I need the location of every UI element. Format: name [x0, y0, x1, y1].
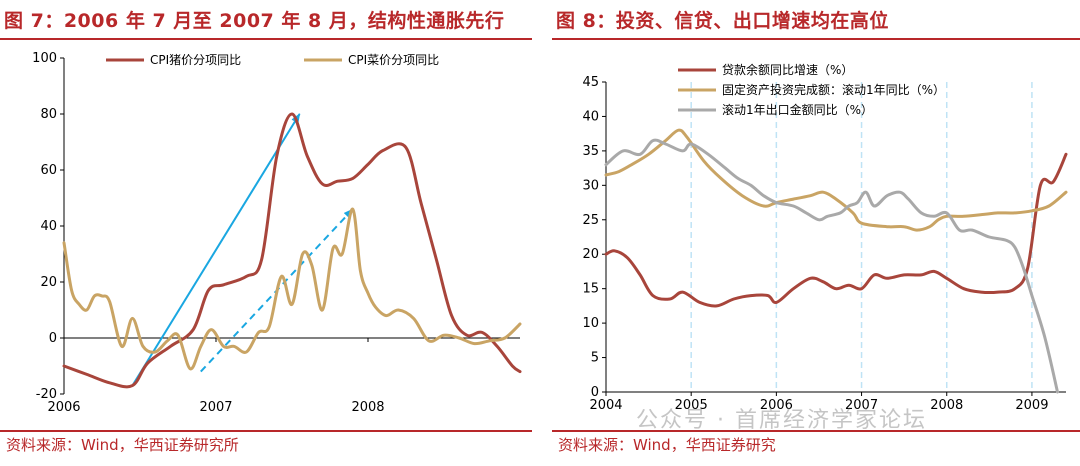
- x-tick-label: 2007: [199, 400, 232, 415]
- figure-8-top-rule: [552, 38, 1080, 40]
- y-tick-label: 10: [582, 316, 599, 331]
- legend-label: CPI菜价分项同比: [348, 53, 439, 67]
- y-tick-label: 40: [582, 109, 599, 124]
- figure-8-title: 图 8：投资、信贷、出口增速均在高位: [556, 10, 889, 32]
- series-line-2: [62, 207, 522, 371]
- y-tick-label: 45: [582, 75, 599, 90]
- figure-7-title: 图 7：2006 年 7 月至 2007 年 8 月，结构性通胀先行: [4, 10, 505, 32]
- y-tick-label: 40: [40, 219, 57, 234]
- x-tick-label: 2006: [47, 400, 80, 415]
- x-tick-label: 2008: [930, 398, 963, 413]
- series-line-3: [604, 138, 1059, 394]
- legend-label: 滚动1年出口金额同比（%）: [722, 102, 873, 117]
- y-tick-label: 0: [591, 385, 599, 400]
- watermark-text: 公众号 · 首席经济学家论坛: [636, 408, 927, 433]
- y-tick-label: -20: [36, 387, 57, 402]
- series-line-1: [62, 112, 522, 389]
- figure-8-chart: 0 5 10 15 20 25 30 35 40 45 2004 2005 2006 2007 2008 20…: [582, 62, 1068, 413]
- figure-7-bottom-rule: [0, 430, 532, 432]
- figure-7-top-rule: [0, 38, 532, 40]
- figure-8-bottom-rule: [552, 430, 1080, 432]
- legend-label: 固定资产投资完成额：滚动1年同比（%）: [722, 82, 945, 97]
- y-tick-label: 5: [591, 351, 599, 366]
- y-tick-label: 60: [40, 163, 57, 178]
- legend-label: 贷款余额同比增速（%）: [722, 62, 853, 77]
- figure-7-chart: -20 0 20 40 60 80 100 2006 2007 2008 CPI猪价分项同比 CPI菜…: [32, 51, 522, 415]
- legend-label: CPI猪价分项同比: [150, 53, 241, 67]
- figure-8-panel: 图 8：投资、信贷、出口增速均在高位 0 5 10 15 20 25 30 35 40 45 200…: [552, 0, 1080, 466]
- x-tick-label: 2004: [589, 398, 622, 413]
- x-tick-label: 2007: [845, 398, 878, 413]
- solid-trend-arrow: [131, 113, 301, 387]
- x-tick-label: 2006: [760, 398, 793, 413]
- y-tick-label: 25: [582, 213, 599, 228]
- figure-8-source: 资料来源：Wind，华西证券研究: [558, 436, 776, 454]
- y-tick-label: 15: [582, 282, 599, 297]
- y-tick-label: 35: [582, 144, 599, 159]
- y-tick-label: 80: [40, 107, 57, 122]
- figure-7-panel: 图 7：2006 年 7 月至 2007 年 8 月，结构性通胀先行 -20 0 2…: [0, 0, 532, 466]
- x-tick-label: 2009: [1015, 398, 1048, 413]
- series-line-2: [604, 128, 1068, 232]
- x-tick-label: 2005: [675, 398, 708, 413]
- figure-7-source: 资料来源：Wind，华西证券研究所: [6, 436, 239, 454]
- y-tick-label: 100: [32, 51, 57, 66]
- y-tick-label: 30: [582, 178, 599, 193]
- series-line-1: [604, 152, 1068, 308]
- y-tick-label: 0: [49, 331, 57, 346]
- y-tick-label: 20: [582, 247, 599, 262]
- y-tick-label: 20: [40, 275, 57, 290]
- x-tick-label: 2008: [351, 400, 384, 415]
